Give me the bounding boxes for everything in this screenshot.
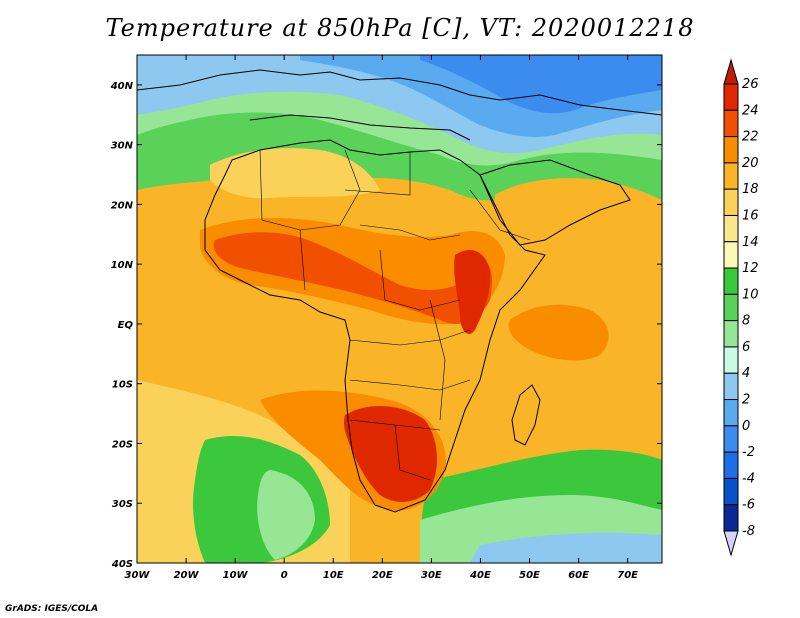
colorbar-label: 22 bbox=[742, 130, 759, 145]
africa-coastline bbox=[204, 139, 546, 513]
colorbar-label: -2 bbox=[742, 445, 755, 460]
colorbar-label: 10 bbox=[742, 287, 759, 302]
colorbar-swatch bbox=[723, 241, 739, 269]
colorbar-bottom-arrow bbox=[723, 530, 739, 557]
madagascar-coastline bbox=[511, 384, 541, 446]
field-arabia-warm bbox=[495, 178, 662, 231]
colorbar-label: -8 bbox=[742, 524, 755, 539]
lat-tick-label: 40N bbox=[110, 81, 134, 92]
colorbar-swatch bbox=[723, 109, 739, 138]
lon-tick-label: 20W bbox=[174, 570, 200, 581]
colorbar-swatch bbox=[723, 293, 739, 322]
colorbar-swatch bbox=[723, 372, 739, 401]
field-north-darkblue bbox=[420, 55, 662, 114]
lon-tick-label: 70E bbox=[617, 570, 638, 581]
longitude-axis: 30W 20W 10W 0 10E 20E 30E 40E 50E 60E 70E bbox=[125, 55, 638, 581]
colorbar-swatch bbox=[723, 346, 739, 374]
field-indian-ocean-warm bbox=[508, 304, 609, 361]
colorbar-swatch bbox=[723, 504, 739, 532]
lon-tick-label: 10W bbox=[223, 570, 249, 581]
chart-title: Temperature at 850hPa [C], VT: 202001221… bbox=[105, 14, 695, 42]
colorbar-label: 8 bbox=[742, 314, 750, 329]
colorbar-swatch bbox=[723, 399, 739, 427]
colorbar-label: -6 bbox=[742, 498, 755, 513]
lon-tick-label: 30E bbox=[421, 570, 442, 581]
map-frame bbox=[136, 54, 663, 564]
temperature-field bbox=[137, 55, 662, 563]
colorbar-top-arrow bbox=[723, 58, 739, 85]
colorbar-swatch bbox=[723, 136, 739, 164]
lon-tick-label: 10E bbox=[323, 570, 344, 581]
lon-tick-label: 50E bbox=[519, 570, 540, 581]
colorbar-swatch bbox=[723, 214, 739, 243]
lon-tick-label: 60E bbox=[568, 570, 589, 581]
lat-tick-label: EQ bbox=[118, 320, 134, 331]
colorbar-label: 12 bbox=[742, 261, 759, 276]
colorbar-swatch bbox=[723, 83, 739, 111]
lon-tick-label: 20E bbox=[372, 570, 393, 581]
field-south-ocean-lightgreen bbox=[257, 470, 315, 560]
colorbar-label: 24 bbox=[742, 103, 759, 118]
mediterranean-coast bbox=[249, 114, 471, 141]
lat-tick-label: 10S bbox=[112, 380, 133, 391]
colorbar-label: -4 bbox=[742, 471, 755, 486]
colorbar-label: 14 bbox=[742, 235, 759, 250]
colorbar-swatch bbox=[723, 162, 739, 190]
colorbar-label: 26 bbox=[742, 77, 759, 92]
europe-coastline bbox=[137, 69, 662, 116]
lat-tick-label: 20S bbox=[112, 439, 133, 450]
colorbar-label: 18 bbox=[742, 182, 759, 197]
field-southeast-blue bbox=[470, 533, 662, 563]
lat-tick-label: 40S bbox=[111, 559, 133, 570]
colorbar-label: 20 bbox=[742, 156, 759, 171]
coastlines bbox=[137, 69, 662, 513]
lat-tick-label: 30S bbox=[112, 499, 133, 510]
colorbar-swatch bbox=[723, 425, 739, 453]
lon-tick-label: 0 bbox=[281, 570, 288, 581]
colorbar-swatch bbox=[723, 188, 739, 216]
lat-tick-label: 30N bbox=[111, 141, 134, 152]
latitude-axis: 40N 30N 20N 10N EQ 10S 20S 30S 40S bbox=[110, 81, 662, 570]
lat-tick-label: 20N bbox=[111, 200, 134, 211]
colorbar-label: 4 bbox=[742, 366, 750, 381]
colorbar-label: 2 bbox=[742, 393, 750, 408]
field-sahara-warm bbox=[210, 148, 380, 199]
colorbar-swatch bbox=[723, 267, 739, 295]
lon-tick-label: 40E bbox=[469, 570, 491, 581]
field-eastafrica-hot bbox=[454, 250, 491, 335]
colorbar-swatch bbox=[723, 451, 739, 479]
country-borders bbox=[259, 149, 531, 481]
colorbar-swatch bbox=[723, 477, 739, 506]
colorbar-label: 6 bbox=[742, 340, 750, 355]
colorbar-label: 0 bbox=[742, 419, 750, 434]
field-sahel-hottest bbox=[213, 232, 492, 324]
field-kalahari-hottest bbox=[344, 405, 437, 502]
arabia-coastline bbox=[479, 159, 631, 246]
lon-tick-label: 30W bbox=[125, 570, 151, 581]
colorbar-label: 16 bbox=[742, 208, 759, 223]
credit-text: GrADS: IGES/COLA bbox=[5, 604, 99, 614]
colorbar-swatch bbox=[723, 320, 739, 348]
lat-tick-label: 10N bbox=[111, 260, 134, 271]
